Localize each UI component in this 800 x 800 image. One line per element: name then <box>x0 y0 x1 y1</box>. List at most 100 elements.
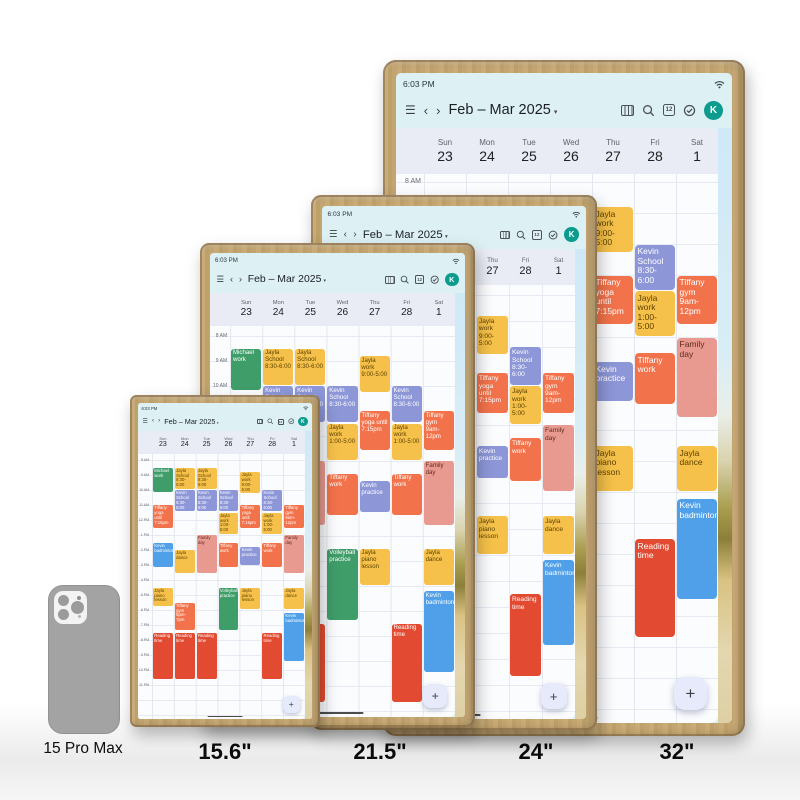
menu-icon[interactable]: ☰ <box>329 229 338 240</box>
day-header-sat[interactable]: Sat 1 <box>423 293 455 326</box>
chevron-left-icon[interactable]: ‹ <box>229 273 234 284</box>
calendar-event[interactable]: Tiffany work <box>218 542 239 567</box>
day-header-fri[interactable]: Fri 28 <box>391 293 423 326</box>
chevron-left-icon[interactable]: ‹ <box>423 102 429 118</box>
chevron-right-icon[interactable]: › <box>158 417 161 425</box>
calendar-event[interactable]: Jayla work 9:00-5:00 <box>359 356 390 393</box>
calendar-event[interactable]: Tiffany yoga until 7:15pm <box>476 373 508 414</box>
month-title[interactable]: Feb – Mar 2025 ▾ <box>363 229 448 241</box>
calendar-event[interactable]: Kevin School 8:30-6:00 <box>196 490 217 511</box>
calendar-event[interactable]: Kevin School 8:30-6:00 <box>174 490 195 511</box>
calendar-event[interactable]: Kevin School 8:30-6:00 <box>262 490 283 511</box>
menu-icon[interactable]: ☰ <box>216 274 225 285</box>
week-view-icon[interactable] <box>621 104 634 116</box>
calendar-event[interactable]: Jayla dance <box>677 446 717 491</box>
day-header-thu[interactable]: Thu 27 <box>359 293 391 326</box>
calendar-event[interactable]: Family day <box>423 461 454 525</box>
date-icon[interactable]: 12 <box>277 418 284 425</box>
month-title[interactable]: Feb – Mar 2025 ▾ <box>448 102 557 118</box>
month-title[interactable]: Feb – Mar 2025 ▾ <box>248 274 326 285</box>
day-header-thu[interactable]: Thu 27 <box>592 128 634 174</box>
calendar-event[interactable]: Jayla piano lesson <box>593 446 633 491</box>
calendar-event[interactable]: Tiffany work <box>327 473 358 515</box>
add-event-button[interactable]: + <box>674 677 707 710</box>
calendar-event[interactable]: Jayla work 9:00-5:00 <box>593 207 633 253</box>
calendar-event[interactable]: Kevin badminton <box>543 560 575 645</box>
calendar-event[interactable]: Jayla School 8:30-6:00 <box>295 348 326 385</box>
week-view-icon[interactable] <box>385 275 395 284</box>
calendar-event[interactable]: Tiffany yoga until 7:15pm <box>240 505 261 528</box>
calendar-event[interactable]: Kevin School 8:30-6:00 <box>327 386 358 423</box>
calendar-event[interactable]: Michael work <box>231 348 262 390</box>
tasks-icon[interactable] <box>430 275 439 284</box>
chevron-right-icon[interactable]: › <box>238 273 242 284</box>
calendar-event[interactable]: Kevin practice <box>593 362 633 402</box>
day-header-sat[interactable]: Sat 1 <box>283 431 305 454</box>
calendar-event[interactable]: Tiffany gym 6pm-7pm <box>174 602 195 630</box>
calendar-event[interactable]: Jayla dance <box>423 548 454 585</box>
calendar-event[interactable]: Tiffany work <box>510 438 542 481</box>
calendar-event[interactable]: Reading time <box>262 632 283 679</box>
calendar-event[interactable]: Kevin badminton <box>423 591 454 673</box>
day-header-fri[interactable]: Fri 28 <box>634 128 676 174</box>
add-event-button[interactable]: + <box>423 683 448 708</box>
calendar-event[interactable]: Tiffany yoga until 7:15pm <box>593 275 633 324</box>
calendar-event[interactable]: Reading time <box>196 632 217 679</box>
calendar-event[interactable]: Kevin School 8:30-6:00 <box>510 347 542 385</box>
calendar-event[interactable]: Jayla work 1:00-5:00 <box>510 386 542 424</box>
calendar-event[interactable]: Reading time <box>153 632 173 679</box>
calendar-event[interactable]: Kevin badminton <box>677 498 717 600</box>
tasks-icon[interactable] <box>287 418 295 425</box>
chevron-left-icon[interactable]: ‹ <box>343 228 348 240</box>
avatar[interactable]: K <box>298 416 308 427</box>
calendar-event[interactable]: Jayla dance <box>174 550 195 573</box>
calendar-event[interactable]: Tiffany work <box>391 473 422 515</box>
calendar-event[interactable]: Family day <box>543 425 575 492</box>
calendar-event[interactable]: Jayla piano lesson <box>476 516 508 554</box>
calendar-event[interactable]: Tiffany gym 9am-12pm <box>423 411 454 450</box>
calendar-event[interactable]: Kevin practice <box>359 481 390 513</box>
avatar[interactable]: K <box>704 100 723 120</box>
gesture-bar[interactable] <box>207 715 243 717</box>
calendar-event[interactable]: Tiffany gym 9am-12pm <box>543 373 575 414</box>
chevron-right-icon[interactable]: › <box>353 228 357 240</box>
calendar-event[interactable]: Family day <box>284 535 304 573</box>
tasks-icon[interactable] <box>683 104 696 117</box>
date-icon[interactable]: 12 <box>663 104 675 116</box>
day-header-thu[interactable]: Thu 27 <box>476 249 509 285</box>
calendar-event[interactable]: Jayla dance <box>284 587 304 609</box>
calendar-event[interactable]: Kevin School 8:30-6:00 <box>218 490 239 511</box>
chevron-right-icon[interactable]: › <box>436 102 441 118</box>
calendar-event[interactable]: Reading time <box>635 539 675 637</box>
calendar-event[interactable]: Kevin practice <box>240 547 261 565</box>
calendar-event[interactable]: Jayla work 9:00-5:00 <box>240 472 261 493</box>
search-icon[interactable] <box>267 418 274 425</box>
calendar-event[interactable]: Tiffany yoga until 7:15pm <box>359 411 390 450</box>
calendar-event[interactable]: Michael work <box>153 467 173 492</box>
day-header-sat[interactable]: Sat 1 <box>542 249 575 285</box>
calendar-event[interactable]: Tiffany work <box>635 353 675 405</box>
day-header-fri[interactable]: Fri 28 <box>509 249 542 285</box>
month-title[interactable]: Feb – Mar 2025 ▾ <box>164 417 218 426</box>
calendar-event[interactable]: Volleyball practice <box>218 587 239 630</box>
calendar-event[interactable]: Tiffany work <box>262 542 283 567</box>
calendar-event[interactable]: Family day <box>196 535 217 573</box>
calendar-event[interactable]: Jayla dance <box>543 516 575 554</box>
calendar-event[interactable]: Reading time <box>391 623 422 703</box>
calendar-event[interactable]: Jayla School 8:30-6:00 <box>263 348 294 385</box>
week-view-icon[interactable] <box>256 418 263 425</box>
date-icon[interactable]: 12 <box>532 230 542 240</box>
calendar-event[interactable]: Jayla piano lesson <box>240 587 261 609</box>
calendar-event[interactable]: Tiffany gym 9am-12pm <box>677 275 717 324</box>
calendar-event[interactable]: Jayla work 1:00-5:00 <box>391 423 422 460</box>
